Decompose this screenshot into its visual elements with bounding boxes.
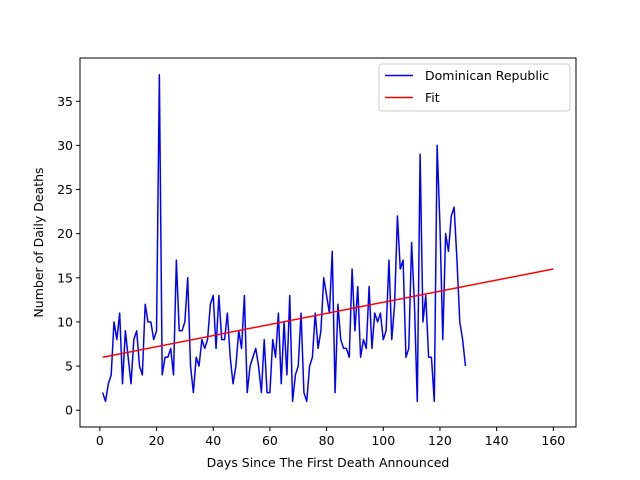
y-tick-label: 10 bbox=[57, 314, 73, 329]
plot-area bbox=[101, 74, 554, 403]
y-tick-label: 35 bbox=[57, 94, 73, 109]
x-tick-label: 0 bbox=[96, 433, 104, 448]
y-axis-label: Number of Daily Deaths bbox=[31, 167, 46, 317]
y-tick-label: 30 bbox=[57, 138, 73, 153]
legend-label-dominican-republic: Dominican Republic bbox=[425, 68, 549, 83]
x-tick-label: 80 bbox=[319, 433, 335, 448]
x-tick-label: 20 bbox=[149, 433, 165, 448]
x-tick-label: 60 bbox=[262, 433, 278, 448]
y-tick-label: 20 bbox=[57, 226, 73, 241]
y-tick-label: 5 bbox=[65, 359, 73, 374]
series-line-fit bbox=[102, 268, 554, 358]
y-axis-ticks: 0 5 10 15 20 25 30 35 bbox=[57, 94, 80, 418]
x-tick-label: 120 bbox=[428, 433, 452, 448]
legend: Dominican Republic Fit bbox=[378, 63, 571, 112]
x-tick-label: 40 bbox=[205, 433, 221, 448]
legend-label-fit: Fit bbox=[425, 90, 440, 105]
axes-frame bbox=[79, 57, 577, 428]
y-tick-label: 0 bbox=[65, 403, 73, 418]
x-tick-label: 100 bbox=[371, 433, 395, 448]
y-tick-label: 15 bbox=[57, 270, 73, 285]
x-axis-label: Days Since The First Death Announced bbox=[207, 455, 450, 470]
y-tick-label: 25 bbox=[57, 182, 73, 197]
x-axis-ticks: 0 20 40 60 80 100 120 140 160 bbox=[96, 427, 565, 448]
x-tick-label: 160 bbox=[541, 433, 565, 448]
legend-box bbox=[378, 63, 571, 112]
x-tick-label: 140 bbox=[485, 433, 509, 448]
